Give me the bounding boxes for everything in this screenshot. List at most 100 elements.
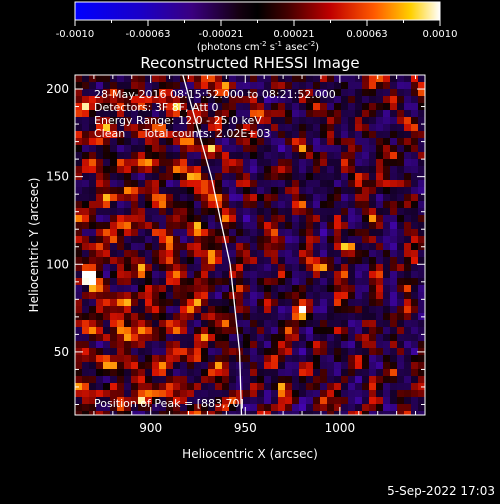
heatmap-cell: [222, 404, 230, 412]
heatmap-cell: [208, 201, 216, 209]
heatmap-cell: [376, 145, 384, 153]
heatmap-cell: [341, 355, 349, 363]
heatmap-cell: [250, 82, 258, 90]
heatmap-cell: [327, 369, 335, 377]
heatmap-cell: [390, 411, 398, 415]
heatmap-cell: [229, 404, 237, 412]
heatmap-cell: [404, 236, 412, 244]
heatmap-cell: [82, 173, 90, 181]
heatmap-cell: [355, 383, 363, 391]
heatmap-cell: [187, 404, 195, 412]
heatmap-cell: [334, 82, 342, 90]
heatmap-cell: [362, 383, 370, 391]
heatmap-cell: [362, 159, 370, 167]
heatmap-cell: [180, 390, 188, 398]
heatmap-cell: [152, 124, 160, 132]
heatmap-cell: [222, 229, 230, 237]
heatmap-cell: [320, 320, 328, 328]
heatmap-cell: [75, 145, 83, 153]
heatmap-cell: [229, 292, 237, 300]
heatmap-cell: [194, 390, 202, 398]
heatmap-cell: [334, 299, 342, 307]
heatmap-cell: [418, 152, 425, 160]
heatmap-cell: [152, 292, 160, 300]
heatmap-cell: [404, 187, 412, 195]
heatmap-cell: [117, 376, 125, 384]
heatmap-cell: [208, 152, 216, 160]
heatmap-cell: [103, 222, 111, 230]
heatmap-cell: [82, 390, 90, 398]
heatmap-cell: [180, 264, 188, 272]
heatmap-cell: [404, 89, 412, 97]
heatmap-cell: [390, 327, 398, 335]
heatmap-cell: [131, 257, 139, 265]
heatmap-cell: [376, 355, 384, 363]
heatmap-cell: [75, 404, 83, 412]
heatmap-cell: [236, 292, 244, 300]
heatmap-cell: [250, 208, 258, 216]
heatmap-cell: [313, 166, 321, 174]
heatmap-cell: [397, 306, 405, 314]
heatmap-cell: [306, 75, 314, 83]
heatmap-cell: [215, 327, 223, 335]
heatmap-cell: [341, 152, 349, 160]
heatmap-cell: [243, 124, 251, 132]
heatmap-cell: [355, 82, 363, 90]
heatmap-cell: [243, 166, 251, 174]
heatmap-cell: [201, 215, 209, 223]
heatmap-cell: [250, 411, 258, 415]
heatmap-cell: [243, 411, 251, 415]
heatmap-cell: [229, 327, 237, 335]
heatmap-cell: [327, 320, 335, 328]
heatmap-cell: [369, 166, 377, 174]
heatmap-cell: [103, 194, 111, 202]
heatmap-cell: [103, 348, 111, 356]
heatmap-cell: [145, 299, 153, 307]
heatmap-cell: [124, 264, 132, 272]
heatmap-cell: [117, 208, 125, 216]
heatmap-cell: [173, 208, 181, 216]
heatmap-cell: [327, 264, 335, 272]
heatmap-cell: [110, 96, 118, 104]
heatmap-cell: [250, 397, 258, 405]
heatmap-cell: [166, 285, 174, 293]
heatmap-cell: [145, 152, 153, 160]
heatmap-cell: [103, 208, 111, 216]
heatmap-cell: [194, 313, 202, 321]
heatmap-cell: [264, 89, 272, 97]
heatmap-cell: [348, 124, 356, 132]
heatmap-cell: [243, 215, 251, 223]
heatmap-cell: [376, 180, 384, 188]
heatmap-cell: [376, 208, 384, 216]
heatmap-cell: [201, 131, 209, 139]
heatmap-cell: [271, 96, 279, 104]
heatmap-cell: [383, 292, 391, 300]
heatmap-cell: [383, 187, 391, 195]
heatmap-cell: [306, 369, 314, 377]
heatmap-cell: [299, 194, 307, 202]
heatmap-cell: [187, 327, 195, 335]
heatmap-cell: [376, 397, 384, 405]
heatmap-cell: [152, 103, 160, 111]
heatmap-cell: [299, 299, 307, 307]
heatmap-cell: [334, 376, 342, 384]
heatmap-cell: [208, 383, 216, 391]
heatmap-cell: [117, 229, 125, 237]
heatmap-cell: [166, 166, 174, 174]
heatmap-cell: [194, 257, 202, 265]
heatmap-cell: [250, 383, 258, 391]
heatmap-cell: [229, 89, 237, 97]
heatmap-cell: [138, 159, 146, 167]
heatmap-cell: [327, 194, 335, 202]
heatmap-cell: [278, 82, 286, 90]
heatmap-cell: [320, 404, 328, 412]
heatmap-cell: [194, 306, 202, 314]
heatmap-cell: [264, 397, 272, 405]
heatmap-cell: [208, 355, 216, 363]
heatmap-cell: [166, 348, 174, 356]
heatmap-cell: [89, 159, 97, 167]
heatmap-cell: [222, 208, 230, 216]
heatmap-cell: [145, 411, 153, 415]
heatmap-cell: [271, 334, 279, 342]
heatmap-cell: [180, 201, 188, 209]
